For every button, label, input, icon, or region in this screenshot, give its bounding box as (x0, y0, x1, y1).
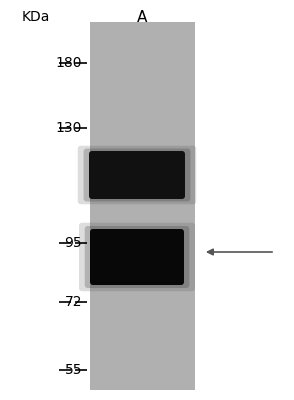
Bar (90, 22, 195, 390)
Text: 95: 95 (64, 236, 82, 250)
Text: 72: 72 (64, 295, 82, 309)
Text: 55: 55 (64, 363, 82, 377)
FancyBboxPatch shape (79, 223, 195, 291)
Text: 130: 130 (56, 121, 82, 135)
FancyBboxPatch shape (89, 151, 185, 199)
FancyBboxPatch shape (78, 146, 196, 204)
Text: KDa: KDa (22, 10, 50, 24)
FancyBboxPatch shape (85, 226, 189, 288)
Text: A: A (137, 10, 147, 25)
Text: 180: 180 (56, 56, 82, 70)
FancyBboxPatch shape (90, 229, 184, 285)
FancyBboxPatch shape (83, 148, 191, 202)
